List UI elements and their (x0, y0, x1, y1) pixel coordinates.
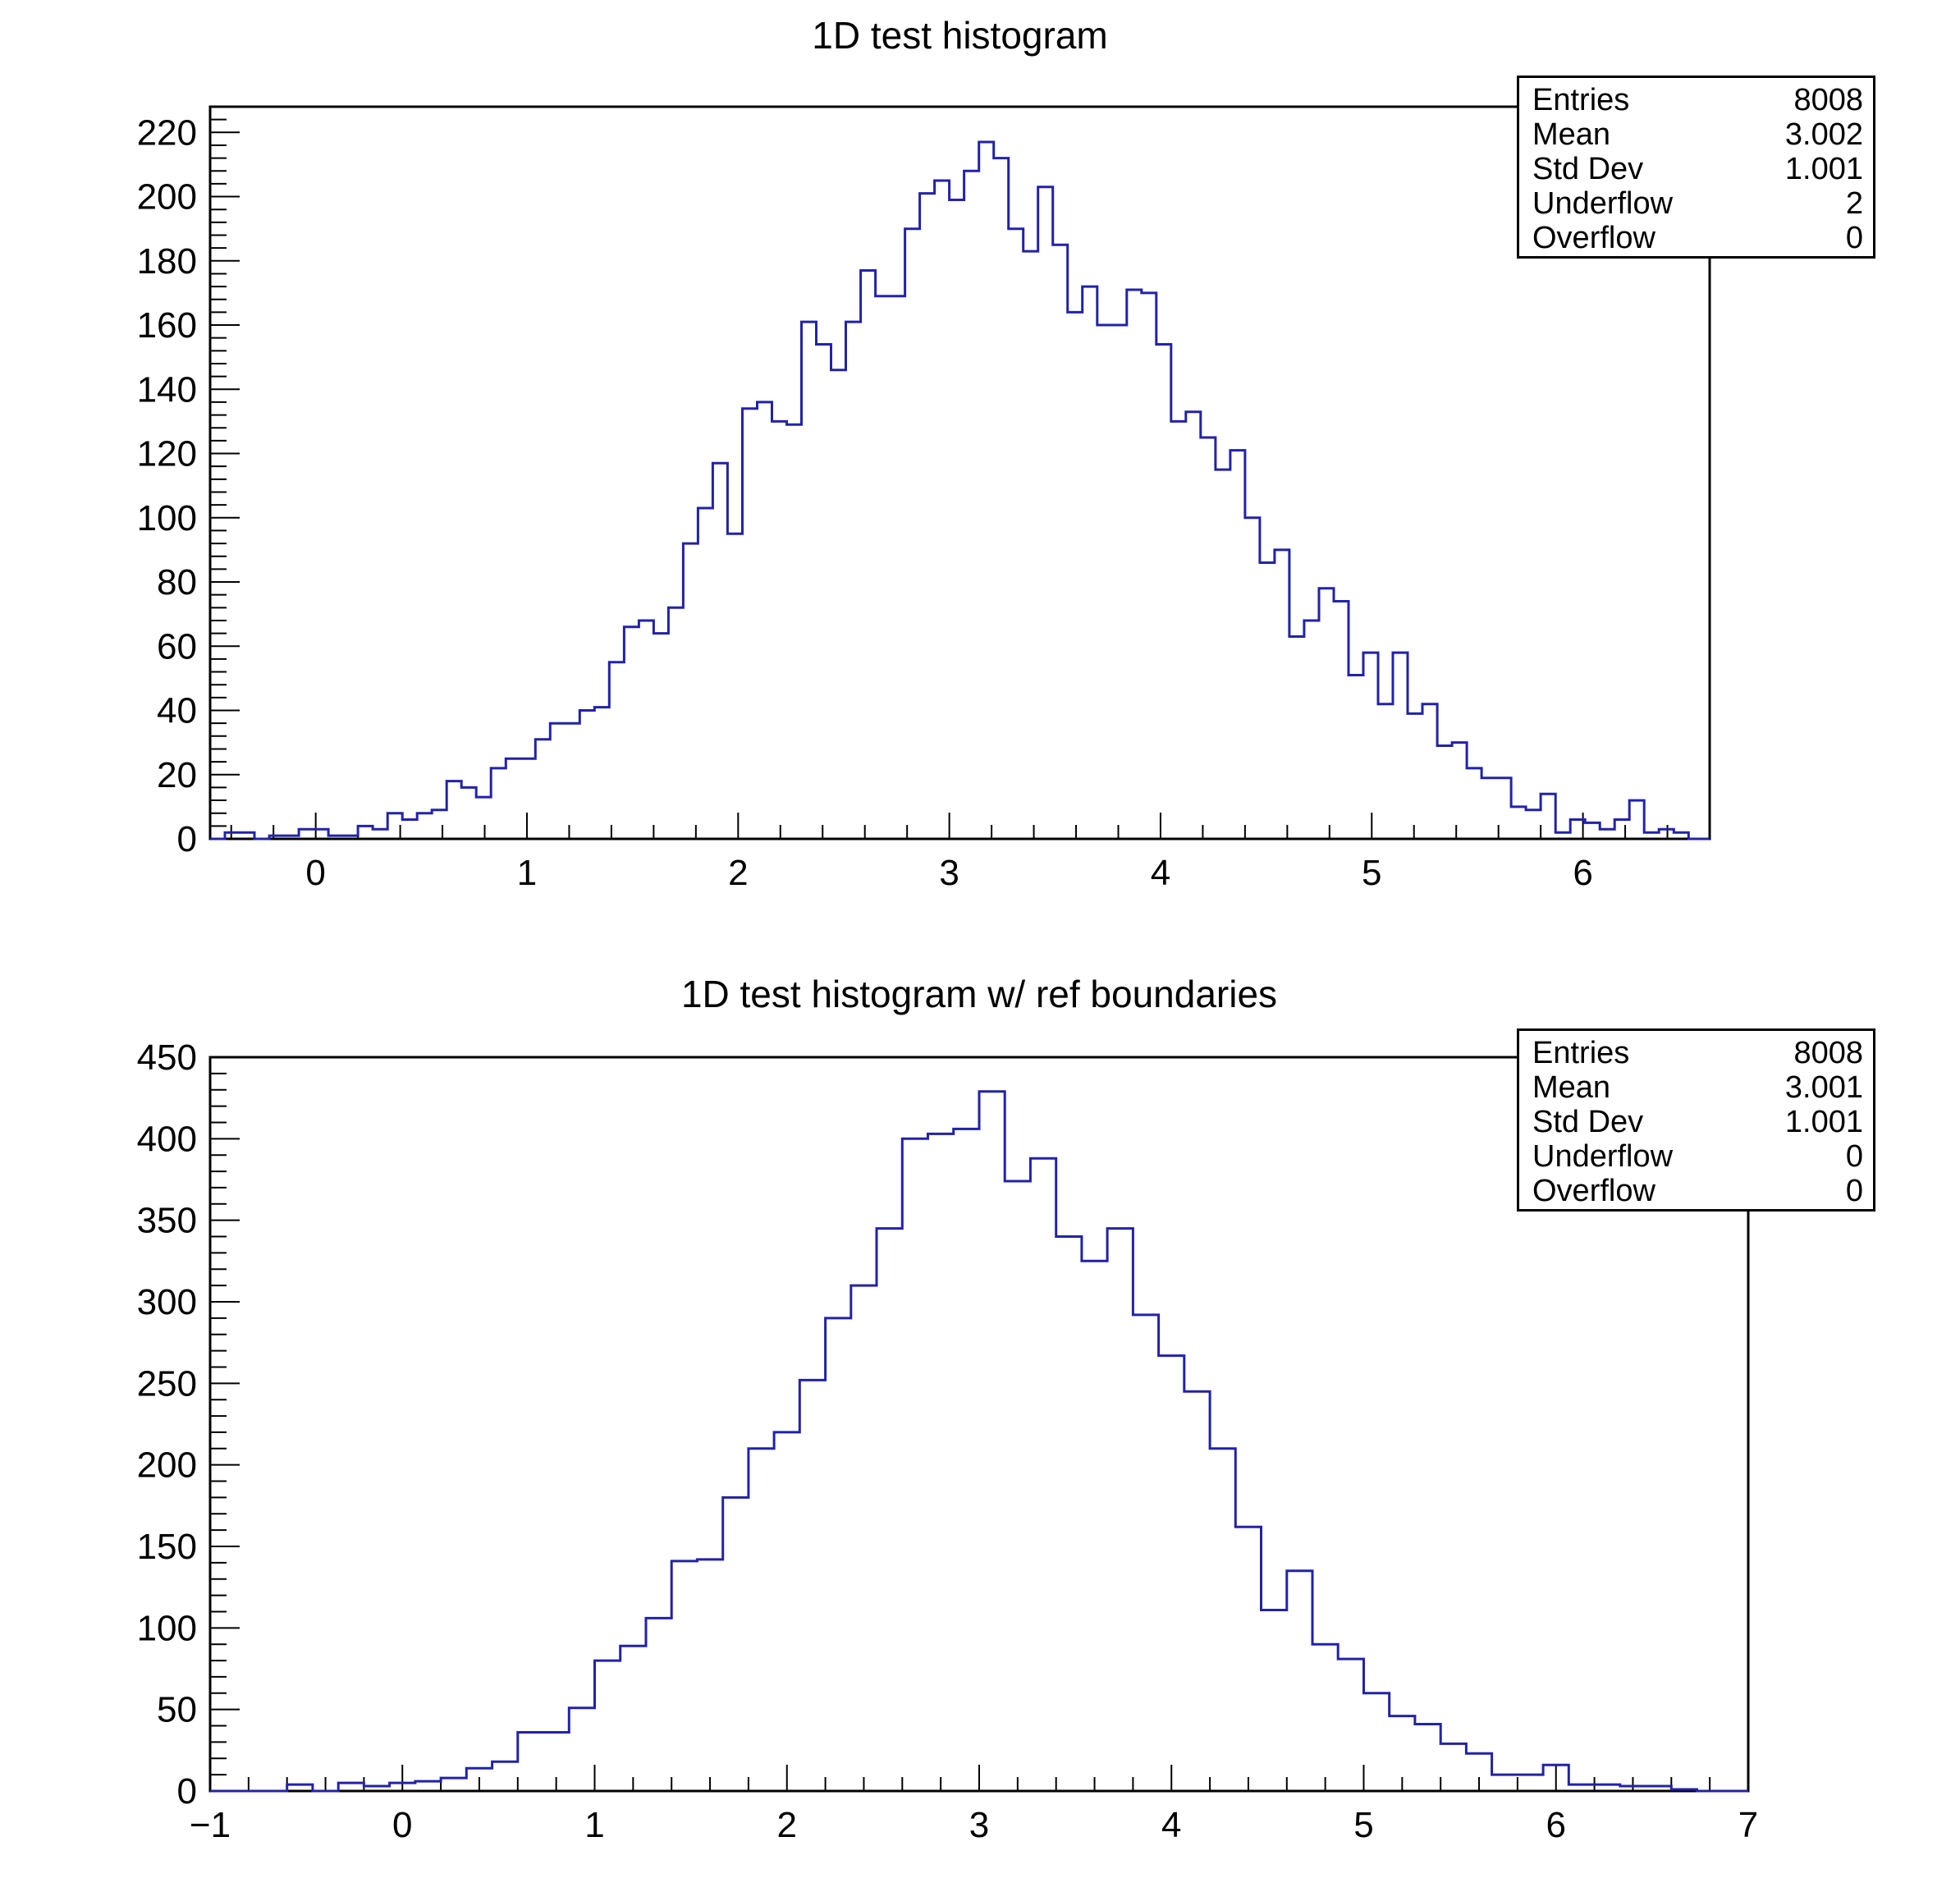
svg-text:5: 5 (1353, 1805, 1373, 1845)
stats-label: Entries (1532, 83, 1630, 117)
svg-text:50: 50 (157, 1690, 197, 1730)
svg-text:450: 450 (137, 1038, 197, 1078)
svg-text:300: 300 (137, 1282, 197, 1322)
svg-text:80: 80 (157, 562, 197, 602)
y-axis: 0 20 40 60 80 100 120 140 160 180 200 220 (137, 106, 240, 859)
stats-label: Overflow (1532, 221, 1655, 255)
svg-text:0: 0 (177, 1771, 197, 1812)
svg-text:150: 150 (137, 1527, 197, 1567)
stats-row-underflow: Underflow 2 (1532, 186, 1863, 221)
stats-row-overflow: Overflow 0 (1532, 221, 1863, 255)
stats-row-overflow: Overflow 0 (1532, 1174, 1863, 1208)
svg-text:200: 200 (137, 1445, 197, 1486)
bottom-stats-box: Entries 8008 Mean 3.001 Std Dev 1.001 Un… (1517, 1028, 1875, 1212)
stats-value: 3.002 (1784, 117, 1863, 152)
plot-frame (208, 105, 1711, 841)
svg-text:−1: −1 (190, 1805, 231, 1845)
svg-text:0: 0 (392, 1805, 412, 1845)
svg-text:1: 1 (517, 853, 537, 893)
svg-text:5: 5 (1362, 853, 1381, 893)
stats-row-entries: Entries 8008 (1532, 1036, 1863, 1070)
svg-text:6: 6 (1546, 1805, 1566, 1845)
y-axis: 0 50 100 150 200 250 300 350 400 450 (137, 1038, 240, 1812)
stats-label: Std Dev (1532, 152, 1644, 186)
stats-label: Entries (1532, 1036, 1630, 1070)
top-histogram-panel: 1D test histogram 0 1 2 3 4 5 6 0 20 40 60 80 100 120… (0, 0, 1960, 950)
svg-text:20: 20 (157, 755, 197, 795)
svg-text:200: 200 (137, 177, 197, 218)
svg-text:2: 2 (777, 1805, 797, 1845)
stats-row-underflow: Underflow 0 (1532, 1139, 1863, 1174)
stats-value: 8008 (1793, 1036, 1863, 1070)
stats-label: Underflow (1532, 1139, 1674, 1174)
svg-text:400: 400 (137, 1119, 197, 1159)
svg-text:0: 0 (305, 853, 325, 893)
svg-text:100: 100 (137, 1608, 197, 1648)
stats-value: 0 (1845, 1139, 1863, 1174)
stats-label: Mean (1532, 1070, 1611, 1105)
stats-value: 8008 (1793, 83, 1863, 117)
svg-text:140: 140 (137, 369, 197, 410)
x-axis: −1 0 1 2 3 4 5 6 7 (190, 1765, 1758, 1845)
svg-text:120: 120 (137, 434, 197, 474)
stats-row-mean: Mean 3.002 (1532, 117, 1863, 152)
x-axis: 0 1 2 3 4 5 6 (230, 813, 1710, 893)
svg-text:220: 220 (137, 112, 197, 153)
svg-text:250: 250 (137, 1363, 197, 1404)
svg-text:4: 4 (1161, 1805, 1181, 1845)
stats-row-entries: Entries 8008 (1532, 83, 1863, 117)
bottom-histogram-panel: 1D test histogram w/ ref boundaries −1 0 1… (0, 950, 1960, 1901)
histogram-step-line (210, 140, 1710, 841)
svg-text:0: 0 (177, 819, 197, 859)
svg-text:3: 3 (969, 1805, 989, 1845)
stats-label: Underflow (1532, 186, 1674, 221)
stats-row-mean: Mean 3.001 (1532, 1070, 1863, 1105)
stats-value: 0 (1845, 221, 1863, 255)
bottom-chart-title: 1D test histogram w/ ref boundaries (680, 973, 1278, 1015)
svg-text:7: 7 (1738, 1805, 1758, 1845)
stats-row-stddev: Std Dev 1.001 (1532, 152, 1863, 186)
stats-value: 0 (1845, 1174, 1863, 1208)
svg-text:4: 4 (1151, 853, 1170, 893)
top-stats-box: Entries 8008 Mean 3.002 Std Dev 1.001 Un… (1517, 76, 1875, 259)
stats-label: Mean (1532, 117, 1611, 152)
svg-text:180: 180 (137, 241, 197, 282)
stats-value: 1.001 (1784, 152, 1863, 186)
stats-value: 2 (1845, 186, 1863, 221)
stats-value: 3.001 (1784, 1070, 1863, 1105)
svg-text:6: 6 (1573, 853, 1592, 893)
histogram-step-line (210, 1090, 1748, 1793)
svg-text:40: 40 (157, 691, 197, 731)
top-chart-title: 1D test histogram (812, 14, 1108, 57)
svg-text:2: 2 (728, 853, 748, 893)
svg-text:1: 1 (584, 1805, 604, 1845)
svg-text:350: 350 (137, 1201, 197, 1241)
svg-text:3: 3 (939, 853, 959, 893)
stats-label: Std Dev (1532, 1105, 1644, 1139)
svg-text:160: 160 (137, 305, 197, 346)
svg-text:60: 60 (157, 626, 197, 666)
stats-value: 1.001 (1784, 1105, 1863, 1139)
stats-row-stddev: Std Dev 1.001 (1532, 1105, 1863, 1139)
stats-label: Overflow (1532, 1174, 1655, 1208)
svg-text:100: 100 (137, 498, 197, 538)
